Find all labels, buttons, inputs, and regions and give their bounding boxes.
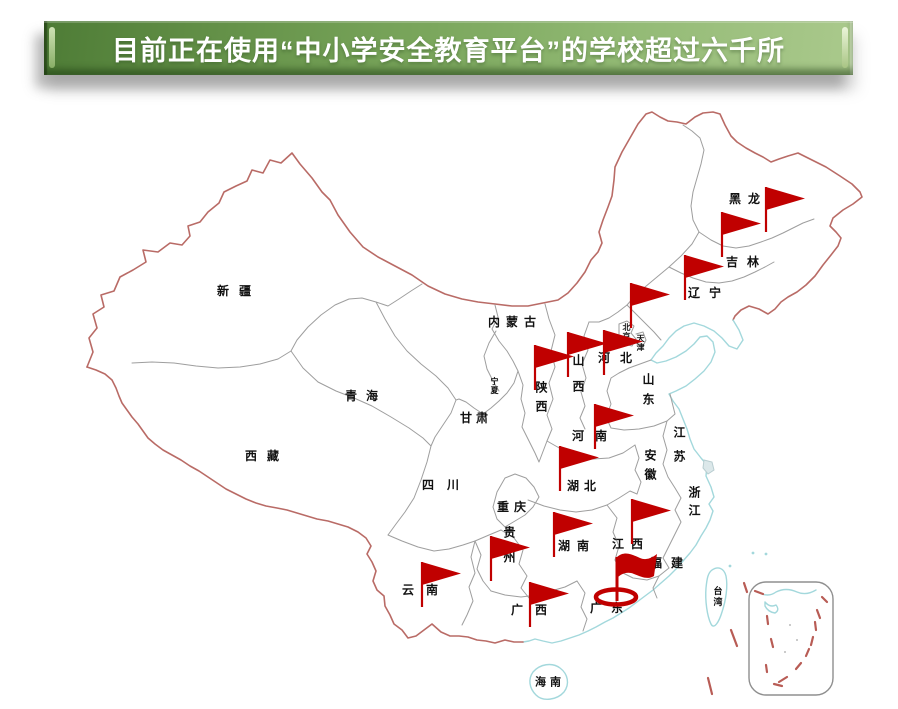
taiwan-island [705,567,728,627]
flag-marker-heilongjiang-east [764,187,805,232]
flag-marker-liaoning [629,283,670,328]
province-borders [131,124,815,632]
flag-marker-jiangxi [630,499,671,544]
banner: 目前正在使用“中小学安全教育平台”的学校超过六千所 [44,21,853,75]
province-label-zhejiang: 浙江 [687,486,701,522]
province-label-shaanxi: 陕西 [534,381,548,419]
province-label-xinjiang: 新疆 [216,284,262,298]
province-label-ningxia: 宁夏 [490,377,499,395]
highlight-flag-marker-guangdong [593,553,657,607]
flag-marker-hubei [558,446,599,491]
province-label-xizang: 西藏 [244,449,290,463]
flag-marker-jilin [683,255,724,300]
small-island-dot [764,552,768,556]
flag-marker-guangxi [528,582,569,627]
flag-marker-shanxi [566,332,607,377]
flag-marker-hunan [552,512,593,557]
province-label-tianjin: 天津 [636,334,645,352]
province-label-hainan: 海南 [535,676,565,689]
flag-marker-guizhou [489,536,530,581]
flag-marker-henan [593,404,634,449]
province-label-beijing: 北京 [622,323,631,341]
province-label-chongqing: 重庆 [496,500,532,514]
shanghai-area [702,459,715,475]
province-label-qinghai: 青海 [344,389,388,403]
province-label-shanxi: 山西 [571,354,585,406]
province-label-hunan: 湖南 [557,539,597,553]
south-china-sea-inset [748,581,834,696]
province-label-gansu: 甘肃 [459,411,493,425]
province-label-fujian: 福建 [649,556,693,570]
province-label-jiangsu: 江苏 [672,426,686,474]
national-border-north [86,111,863,368]
hainan-island [529,663,569,700]
coastline [522,319,744,644]
national-border-south [86,366,524,644]
banner-title: 目前正在使用“中小学安全教育平台”的学校超过六千所 [112,35,785,66]
province-label-jilin: 吉林 [725,255,769,269]
province-label-hubei: 湖北 [566,479,602,493]
province-label-shandong: 山东 [641,373,655,413]
small-island-dot [728,564,732,568]
nine-dash-outside [742,581,749,594]
nine-dash-outside [706,676,714,696]
province-label-yunnan: 云南 [401,583,451,597]
province-label-neimenggu: 内蒙古 [487,315,543,329]
province-label-liaoning: 辽宁 [687,286,731,300]
province-label-anhui: 安徽 [643,449,657,487]
province-label-henan: 河南 [572,430,618,442]
flag-marker-yunnan [420,562,461,607]
province-label-sichuan: 四川 [421,478,473,492]
province-label-heilongjiang: 黑龙 [728,192,768,206]
province-label-hebei: 河北 [597,351,643,365]
flag-marker-hebei [602,330,643,375]
province-label-jiangxi: 江西 [612,538,650,550]
nine-dash-outside [729,628,739,648]
flag-marker-heilongjiang-west [720,212,761,257]
small-island-dot [751,551,755,555]
flag-marker-shaanxi [533,345,574,390]
province-label-taiwan: 台湾 [712,586,723,608]
